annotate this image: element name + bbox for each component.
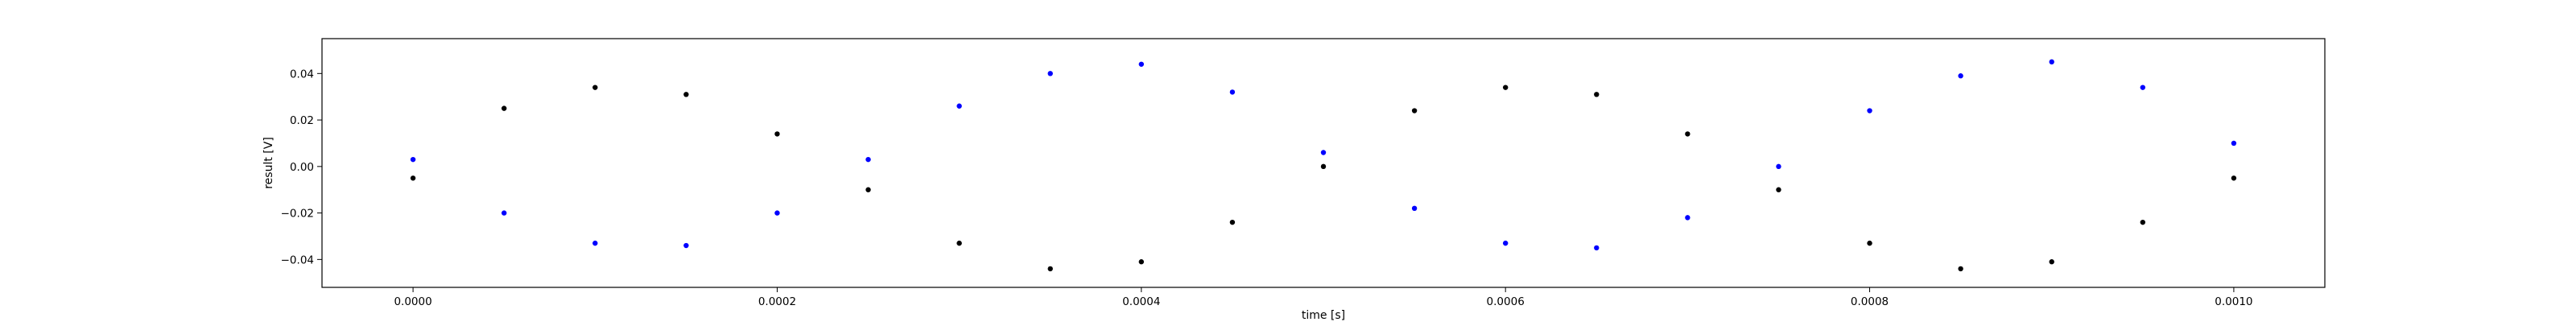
data-point xyxy=(1594,245,1600,251)
data-point xyxy=(2231,175,2237,181)
data-point xyxy=(1320,150,1327,155)
data-point xyxy=(1685,131,1690,137)
x-tick-label: 0.0004 xyxy=(1122,295,1160,308)
data-point xyxy=(956,240,962,246)
data-point xyxy=(1594,92,1600,97)
data-point xyxy=(2231,140,2237,146)
data-point xyxy=(1411,205,1418,212)
y-tick-label: −0.02 xyxy=(281,208,314,221)
data-point xyxy=(1958,266,1963,272)
data-point xyxy=(1411,108,1418,113)
data-point xyxy=(410,175,416,181)
y-tick-label: −0.04 xyxy=(281,254,314,266)
x-tick-label: 0.0002 xyxy=(758,295,796,308)
y-axis: −0.04 −0.02 0.00 0.02 0.04 xyxy=(281,68,322,266)
data-point xyxy=(1047,266,1053,272)
data-point xyxy=(1320,163,1327,170)
data-point xyxy=(1502,240,1509,246)
data-point xyxy=(2049,59,2054,65)
x-tick-label: 0.0008 xyxy=(1851,295,1889,308)
data-point xyxy=(1776,163,1781,170)
data-point xyxy=(501,210,507,216)
series-0 xyxy=(410,85,2237,272)
data-point xyxy=(774,210,780,216)
data-point xyxy=(956,103,962,109)
y-axis-label: result [V] xyxy=(262,137,275,189)
data-point xyxy=(1776,187,1781,192)
data-point xyxy=(501,105,507,111)
plot-frame xyxy=(321,38,2326,288)
data-point xyxy=(1685,215,1690,221)
x-tick-label: 0.0000 xyxy=(394,295,431,308)
y-tick-label: 0.04 xyxy=(290,68,314,80)
data-point xyxy=(1958,73,1963,79)
data-point xyxy=(2140,85,2146,90)
x-axis: 0.0000 0.0002 0.0004 0.0006 0.0008 0.0010 xyxy=(394,287,2253,308)
y-tick-label: 0.02 xyxy=(290,114,314,127)
data-point xyxy=(2140,219,2146,225)
data-point xyxy=(865,187,871,192)
data-point xyxy=(865,156,871,163)
x-tick-label: 0.0006 xyxy=(1487,295,1525,308)
data-point xyxy=(683,92,689,97)
y-tick-label: 0.00 xyxy=(290,161,314,174)
data-point xyxy=(2049,259,2054,265)
data-point xyxy=(1229,89,1236,95)
series-1 xyxy=(410,59,2237,251)
data-point xyxy=(1867,240,1872,246)
data-point xyxy=(774,131,780,137)
x-axis-label: time [s] xyxy=(1302,309,1345,322)
data-point xyxy=(1229,219,1236,225)
series-layer xyxy=(410,59,2237,272)
data-point xyxy=(1502,85,1509,90)
data-point xyxy=(1047,71,1053,76)
data-point xyxy=(1138,259,1145,265)
data-point xyxy=(592,240,598,246)
data-point xyxy=(683,242,689,249)
data-point xyxy=(410,156,416,163)
data-point xyxy=(1867,108,1872,113)
data-point xyxy=(592,85,598,90)
x-tick-label: 0.0010 xyxy=(2215,295,2252,308)
data-point xyxy=(1138,61,1145,67)
